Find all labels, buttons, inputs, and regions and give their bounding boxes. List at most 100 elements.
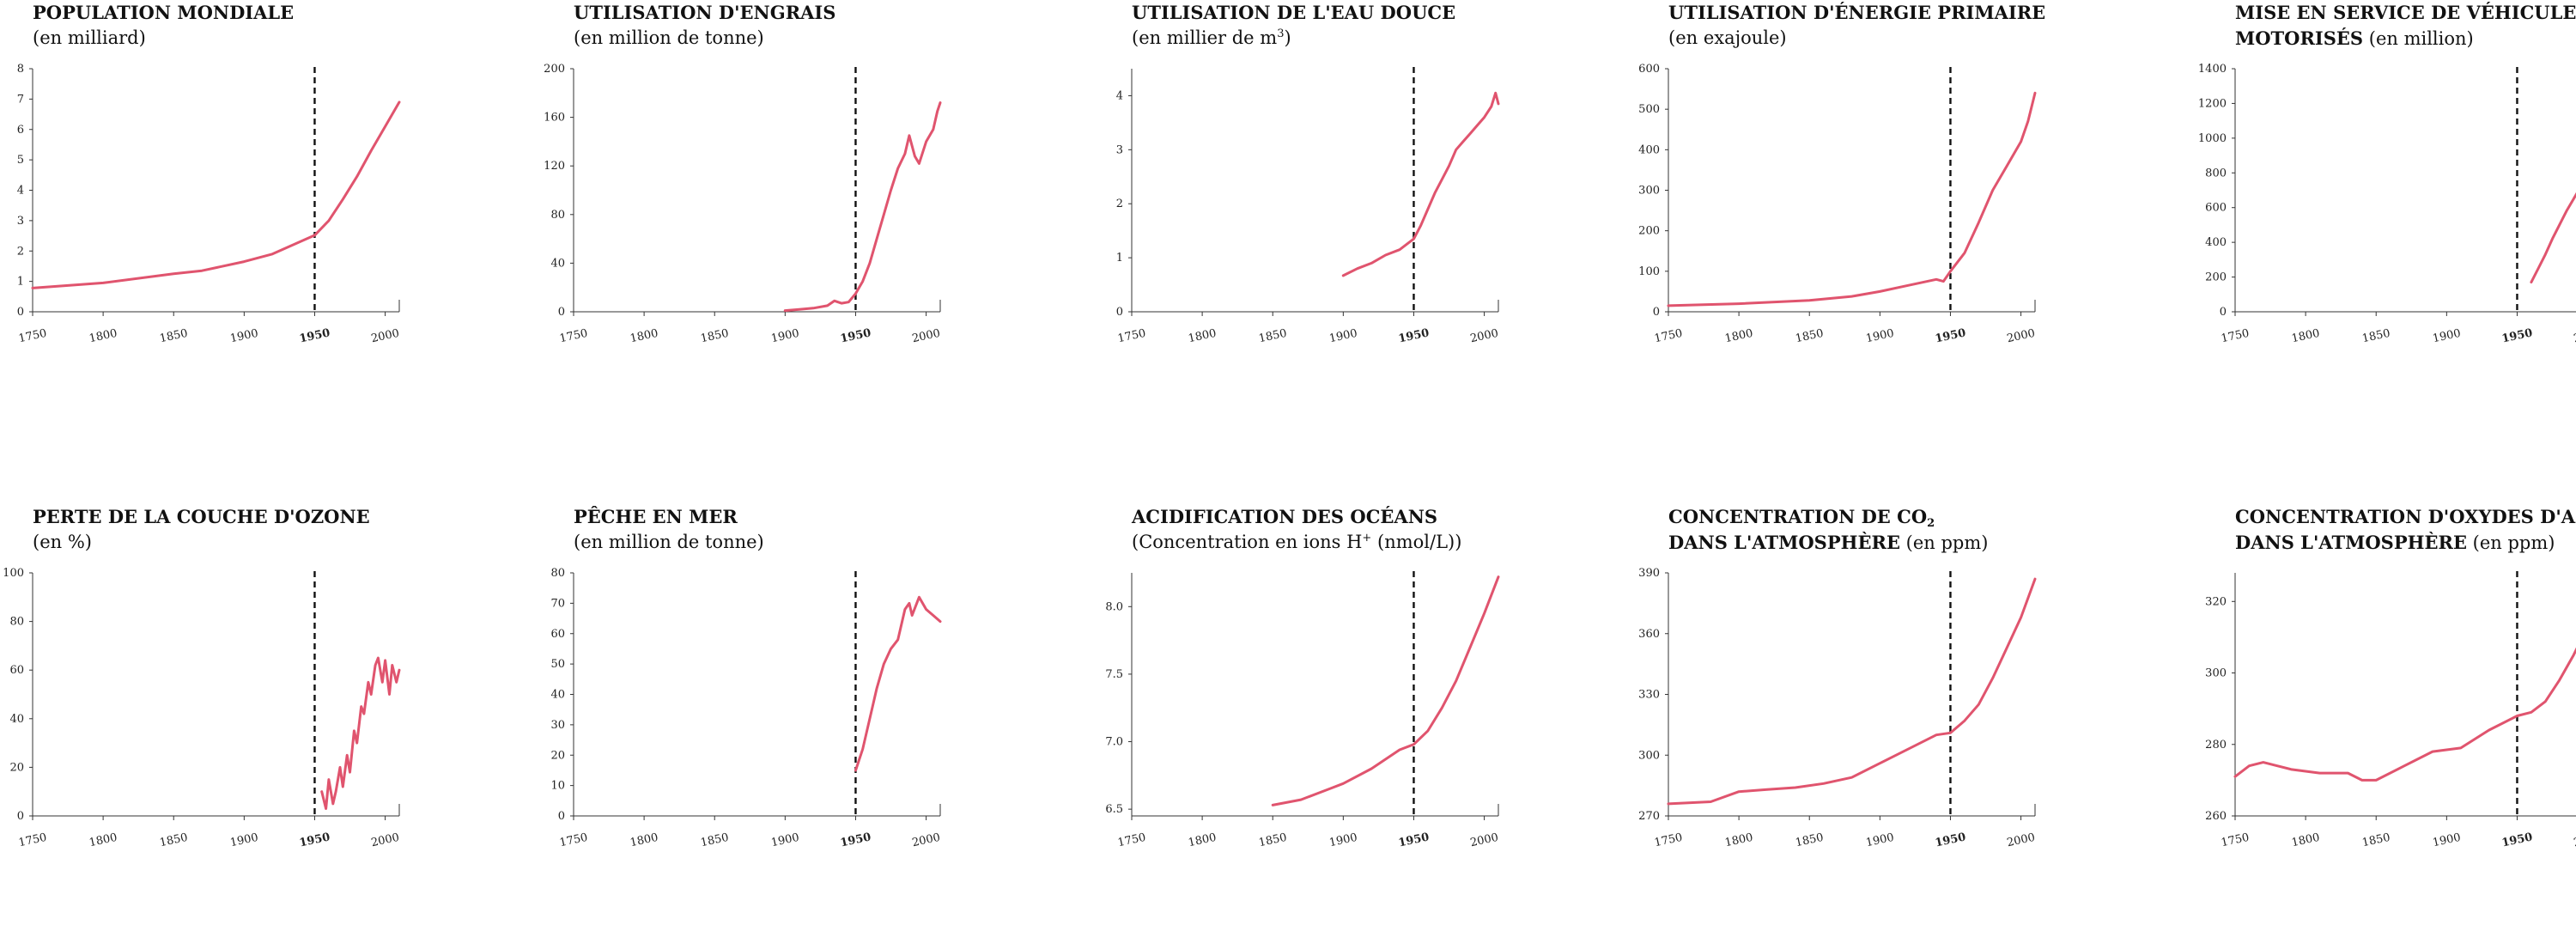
y-tick-label: 3 [17, 215, 24, 228]
chart-subtitle: (en millier de m [1132, 27, 1278, 48]
chart-panel-5: MISE EN SERVICE DE VÉHICULES MOTORISÉS (e… [2198, 0, 2576, 421]
x-tick-label: 1850 [2361, 831, 2391, 850]
chart-subtitle: (en %) [33, 532, 92, 552]
y-tick-label: 600 [1638, 63, 1660, 76]
chart-plot: 0 10 20 30 40 50 60 70 80 1750 1800 1850 1900 1950 200… [550, 567, 942, 850]
y-tick-label: 1000 [2198, 132, 2227, 145]
chart-subtitle-superscript: + [1362, 532, 1372, 545]
chart-panel-7: PÊCHE EN MER (en million de tonne) 0 10 20 30… [541, 504, 1056, 925]
x-tick-label: 1850 [700, 831, 730, 850]
chart-panel-2: UTILISATION D'ENGRAIS (en million de tonn… [541, 0, 1056, 421]
y-tick-label: 60 [550, 628, 565, 641]
y-tick-label: 300 [1638, 185, 1660, 198]
x-tick-label: 1800 [1723, 327, 1753, 346]
y-tick-label: 160 [544, 112, 565, 125]
chart-plot: 0 100 200 300 400 500 600 1750 1800 1850 1900 1950 2… [1638, 63, 2037, 346]
y-tick-label: 7.0 [1105, 736, 1123, 749]
chart-panel-10: CONCENTRATION D'OXYDES D'AZOTE DANS L'ATM… [2202, 504, 2576, 925]
x-tick-label: 1900 [770, 327, 800, 346]
y-tick-label: 400 [2205, 236, 2227, 249]
chart-title-bold-line2: DANS L'ATMOSPHÈRE [1668, 532, 1900, 553]
x-tick-label: 1900 [229, 327, 259, 346]
series-line [31, 100, 401, 289]
x-tick-label: 1850 [2361, 327, 2391, 346]
x-tick-label: 2000 [2006, 831, 2036, 850]
chart-title: MISE EN SERVICE DE VÉHICULES MOTORISÉS (e… [2235, 0, 2576, 52]
x-tick-label: 1900 [1328, 327, 1358, 346]
x-tick-label: 1800 [629, 831, 659, 850]
x-tick-label: 1850 [159, 327, 189, 346]
x-tick-label: 1950 [1934, 326, 1967, 345]
y-tick-label: 400 [1638, 143, 1660, 156]
y-tick-label: 0 [17, 306, 24, 319]
chart-panel-8: ACIDIFICATION DES OCÉANS (Concentration e… [1099, 504, 1614, 925]
y-tick-label: 80 [550, 209, 565, 222]
chart-title-bold: UTILISATION D'ÉNERGIE PRIMAIRE [1668, 2, 2046, 23]
chart-plot: 6.5 7.0 7.5 8.0 1750 1800 1850 1900 1950 2000 [1105, 571, 1500, 850]
x-tick-label: 1800 [2290, 831, 2320, 850]
chart-title: PERTE DE LA COUCHE D'OZONE (en %) [33, 504, 513, 555]
y-tick-label: 50 [550, 658, 565, 671]
chart-panel-4: UTILISATION D'ÉNERGIE PRIMAIRE (en exajou… [1636, 0, 2151, 421]
chart-plot: 0 200 400 600 800 1000 1200 1400 1750 1800 1850 190… [2198, 63, 2576, 346]
chart-plot: 0 1 2 3 4 1750 1800 1850 1900 1950 2000 [1116, 67, 1500, 346]
x-tick-label: 1850 [700, 327, 730, 346]
series-line [1341, 91, 1500, 277]
y-tick-label: 30 [550, 719, 565, 732]
x-tick-label: 1850 [1258, 327, 1288, 346]
x-tick-label: 1750 [1653, 327, 1683, 346]
x-tick-label: 2000 [911, 831, 941, 850]
x-tick-label: 1800 [2290, 327, 2320, 346]
y-tick-label: 1 [1116, 252, 1123, 265]
y-tick-label: 320 [2205, 595, 2227, 608]
y-tick-label: 1400 [2198, 63, 2227, 76]
x-tick-label: 2000 [911, 327, 941, 346]
x-tick-label: 1900 [1865, 831, 1895, 850]
x-tick-label: 1950 [2500, 326, 2534, 345]
chart-panel-1: POPULATION MONDIALE (en milliard) 0 1 2 3 4 5 6 7… [0, 0, 515, 421]
chart-subtitle: (en million de tonne) [574, 532, 764, 552]
chart-title-subscript: 2 [1927, 517, 1935, 530]
chart-title-bold: ACIDIFICATION DES OCÉANS [1132, 506, 1438, 527]
chart-title: CONCENTRATION D'OXYDES D'AZOTE DANS L'ATM… [2235, 504, 2576, 556]
x-tick-label: 1800 [1187, 831, 1217, 850]
x-tick-label: 1800 [629, 327, 659, 346]
y-tick-label: 200 [2205, 271, 2227, 284]
y-tick-label: 360 [1638, 628, 1660, 641]
y-tick-label: 2 [17, 245, 24, 258]
x-tick-label: 1950 [1397, 831, 1431, 849]
y-tick-label: 20 [550, 749, 565, 762]
y-tick-label: 100 [1638, 265, 1660, 278]
chart-subtitle: (en ppm) [2472, 532, 2555, 553]
y-tick-label: 200 [1638, 225, 1660, 238]
y-tick-label: 4 [17, 185, 24, 198]
y-tick-label: 280 [2205, 739, 2227, 752]
chart-panel-3: UTILISATION DE L'EAU DOUCE (en millier de… [1099, 0, 1614, 421]
chart-title: UTILISATION D'ÉNERGIE PRIMAIRE (en exajou… [1668, 0, 2149, 51]
chart-title-bold: CONCENTRATION D'OXYDES D'AZOTE [2235, 506, 2576, 527]
y-tick-label: 600 [2205, 202, 2227, 215]
y-tick-label: 60 [9, 664, 24, 677]
y-tick-label: 8 [17, 63, 24, 76]
chart-subtitle-end: (nmol/L)) [1371, 532, 1462, 552]
y-tick-label: 5 [17, 154, 24, 167]
x-tick-label: 1750 [1116, 831, 1146, 850]
x-tick-label: 2000 [2006, 327, 2036, 346]
chart-plot: 260 280 300 320 1750 1800 1850 1900 1950 2000 [2205, 571, 2576, 850]
chart-title-bold: POPULATION MONDIALE [33, 2, 295, 23]
x-tick-label: 1750 [558, 831, 588, 850]
chart-subtitle-end: ) [1284, 27, 1291, 48]
x-tick-label: 2000 [370, 327, 400, 346]
series-line [2233, 647, 2576, 782]
chart-subtitle: (en milliard) [33, 27, 146, 48]
chart-plot: 0 1 2 3 4 5 6 7 8 1750 1800 1850 1900 1950 2000 [17, 63, 401, 346]
chart-subtitle: (en exajoule) [1668, 27, 1787, 48]
y-tick-label: 7 [17, 93, 24, 106]
chart-subtitle: (en million) [2368, 28, 2474, 49]
x-tick-label: 1900 [2432, 831, 2462, 850]
y-tick-label: 800 [2205, 167, 2227, 180]
chart-panel-9: CONCENTRATION DE CO2 DANS L'ATMOSPHÈRE (e… [1636, 504, 2151, 925]
x-tick-label: 1800 [1723, 831, 1753, 850]
y-tick-label: 100 [3, 567, 24, 580]
x-tick-label: 1950 [839, 326, 872, 345]
